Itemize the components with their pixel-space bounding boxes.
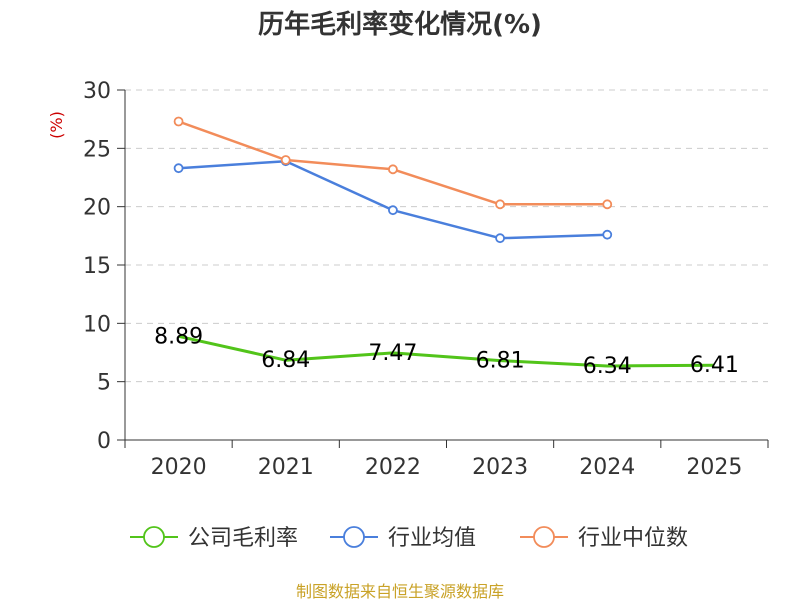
series-group [173,116,715,368]
y-tick-label: 0 [97,429,111,454]
legend-label: 行业中位数 [578,526,688,551]
data-point [602,229,613,240]
data-point [495,199,505,210]
series-0 [178,334,715,368]
x-tick-label: 2022 [365,455,421,480]
y-tick-label: 30 [83,79,111,104]
x-tick-label: 2023 [472,455,528,480]
legend: 公司毛利率 行业均值 行业中位数 [130,526,688,551]
data-point [388,164,398,175]
y-axis-label: (%) [47,111,66,139]
y-tick-label: 10 [83,312,111,337]
grid-lines [125,89,768,383]
legend-item-0: 公司毛利率 [130,526,298,551]
series-2 [173,116,613,210]
y-tick-label: 20 [83,196,111,221]
legend-item-1: 行业均值 [330,526,476,551]
source-note: 制图数据来自恒生聚源数据库 [296,582,504,600]
data-label: 6.81 [476,349,525,374]
data-point [602,199,613,210]
data-point [173,163,184,174]
x-tick-label: 2021 [258,455,314,480]
data-labels: 8.89 6.84 7.47 6.81 6.34 6.41 [154,324,739,379]
y-tick-label: 15 [83,254,111,279]
chart-title: 历年毛利率变化情况(%) [258,9,542,40]
x-tick-label: 2024 [579,455,635,480]
y-tick-label: 5 [97,371,111,396]
data-point [173,116,184,127]
data-point [495,233,505,244]
legend-marker [533,526,555,548]
legend-marker [343,526,365,548]
data-label: 7.47 [368,341,417,366]
data-label: 6.34 [583,354,632,379]
y-tick-label: 25 [83,137,111,162]
data-label: 6.84 [261,348,310,373]
x-tick-label: 2020 [151,455,207,480]
legend-label: 公司毛利率 [188,526,298,551]
data-label: 8.89 [154,324,203,349]
x-tick-label: 2025 [686,455,742,480]
legend-label: 行业均值 [388,526,476,551]
data-label: 6.41 [690,353,739,378]
legend-marker [143,526,165,548]
legend-item-2: 行业中位数 [520,526,688,551]
x-ticks: 2020 2021 2022 2023 2024 2025 [124,440,769,480]
data-point [280,155,291,165]
y-ticks: 0 5 10 15 20 25 30 [83,79,125,454]
data-point [388,205,398,216]
series-line [178,334,715,368]
